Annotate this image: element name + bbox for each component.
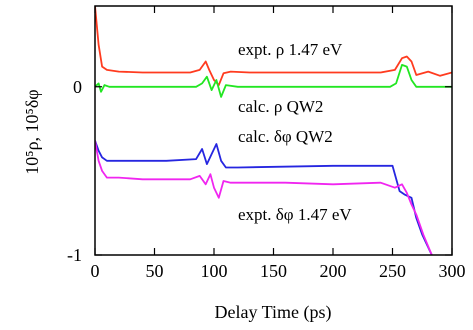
x-tick-label: 0 — [91, 261, 100, 281]
series-label-calc-rho: calc. ρ QW2 — [238, 97, 323, 116]
x-tick-label: 200 — [320, 261, 347, 281]
series-line-0 — [95, 6, 452, 86]
series-layer — [95, 6, 452, 255]
series-line-1 — [95, 64, 452, 98]
x-tick-label: 300 — [439, 261, 466, 281]
x-tick-label: 150 — [260, 261, 287, 281]
tick-layer: 0 50 100 150 200 250 300 0 -1 — [67, 6, 466, 281]
y-tick-label: -1 — [67, 245, 82, 265]
series-label-expt-rho: expt. ρ 1.47 eV — [238, 40, 343, 59]
series-line-3 — [95, 140, 433, 255]
x-tick-label: 50 — [146, 261, 164, 281]
series-line-2 — [95, 140, 433, 255]
x-tick-label: 250 — [379, 261, 406, 281]
series-label-calc-dphi: calc. δφ QW2 — [238, 127, 333, 146]
series-label-expt-dphi: expt. δφ 1.47 eV — [238, 205, 352, 224]
y-axis-label: 10⁵ρ, 10⁵δφ — [22, 89, 42, 174]
y-tick-label: 0 — [73, 77, 82, 97]
x-tick-label: 100 — [201, 261, 228, 281]
x-axis-label: Delay Time (ps) — [215, 302, 332, 323]
